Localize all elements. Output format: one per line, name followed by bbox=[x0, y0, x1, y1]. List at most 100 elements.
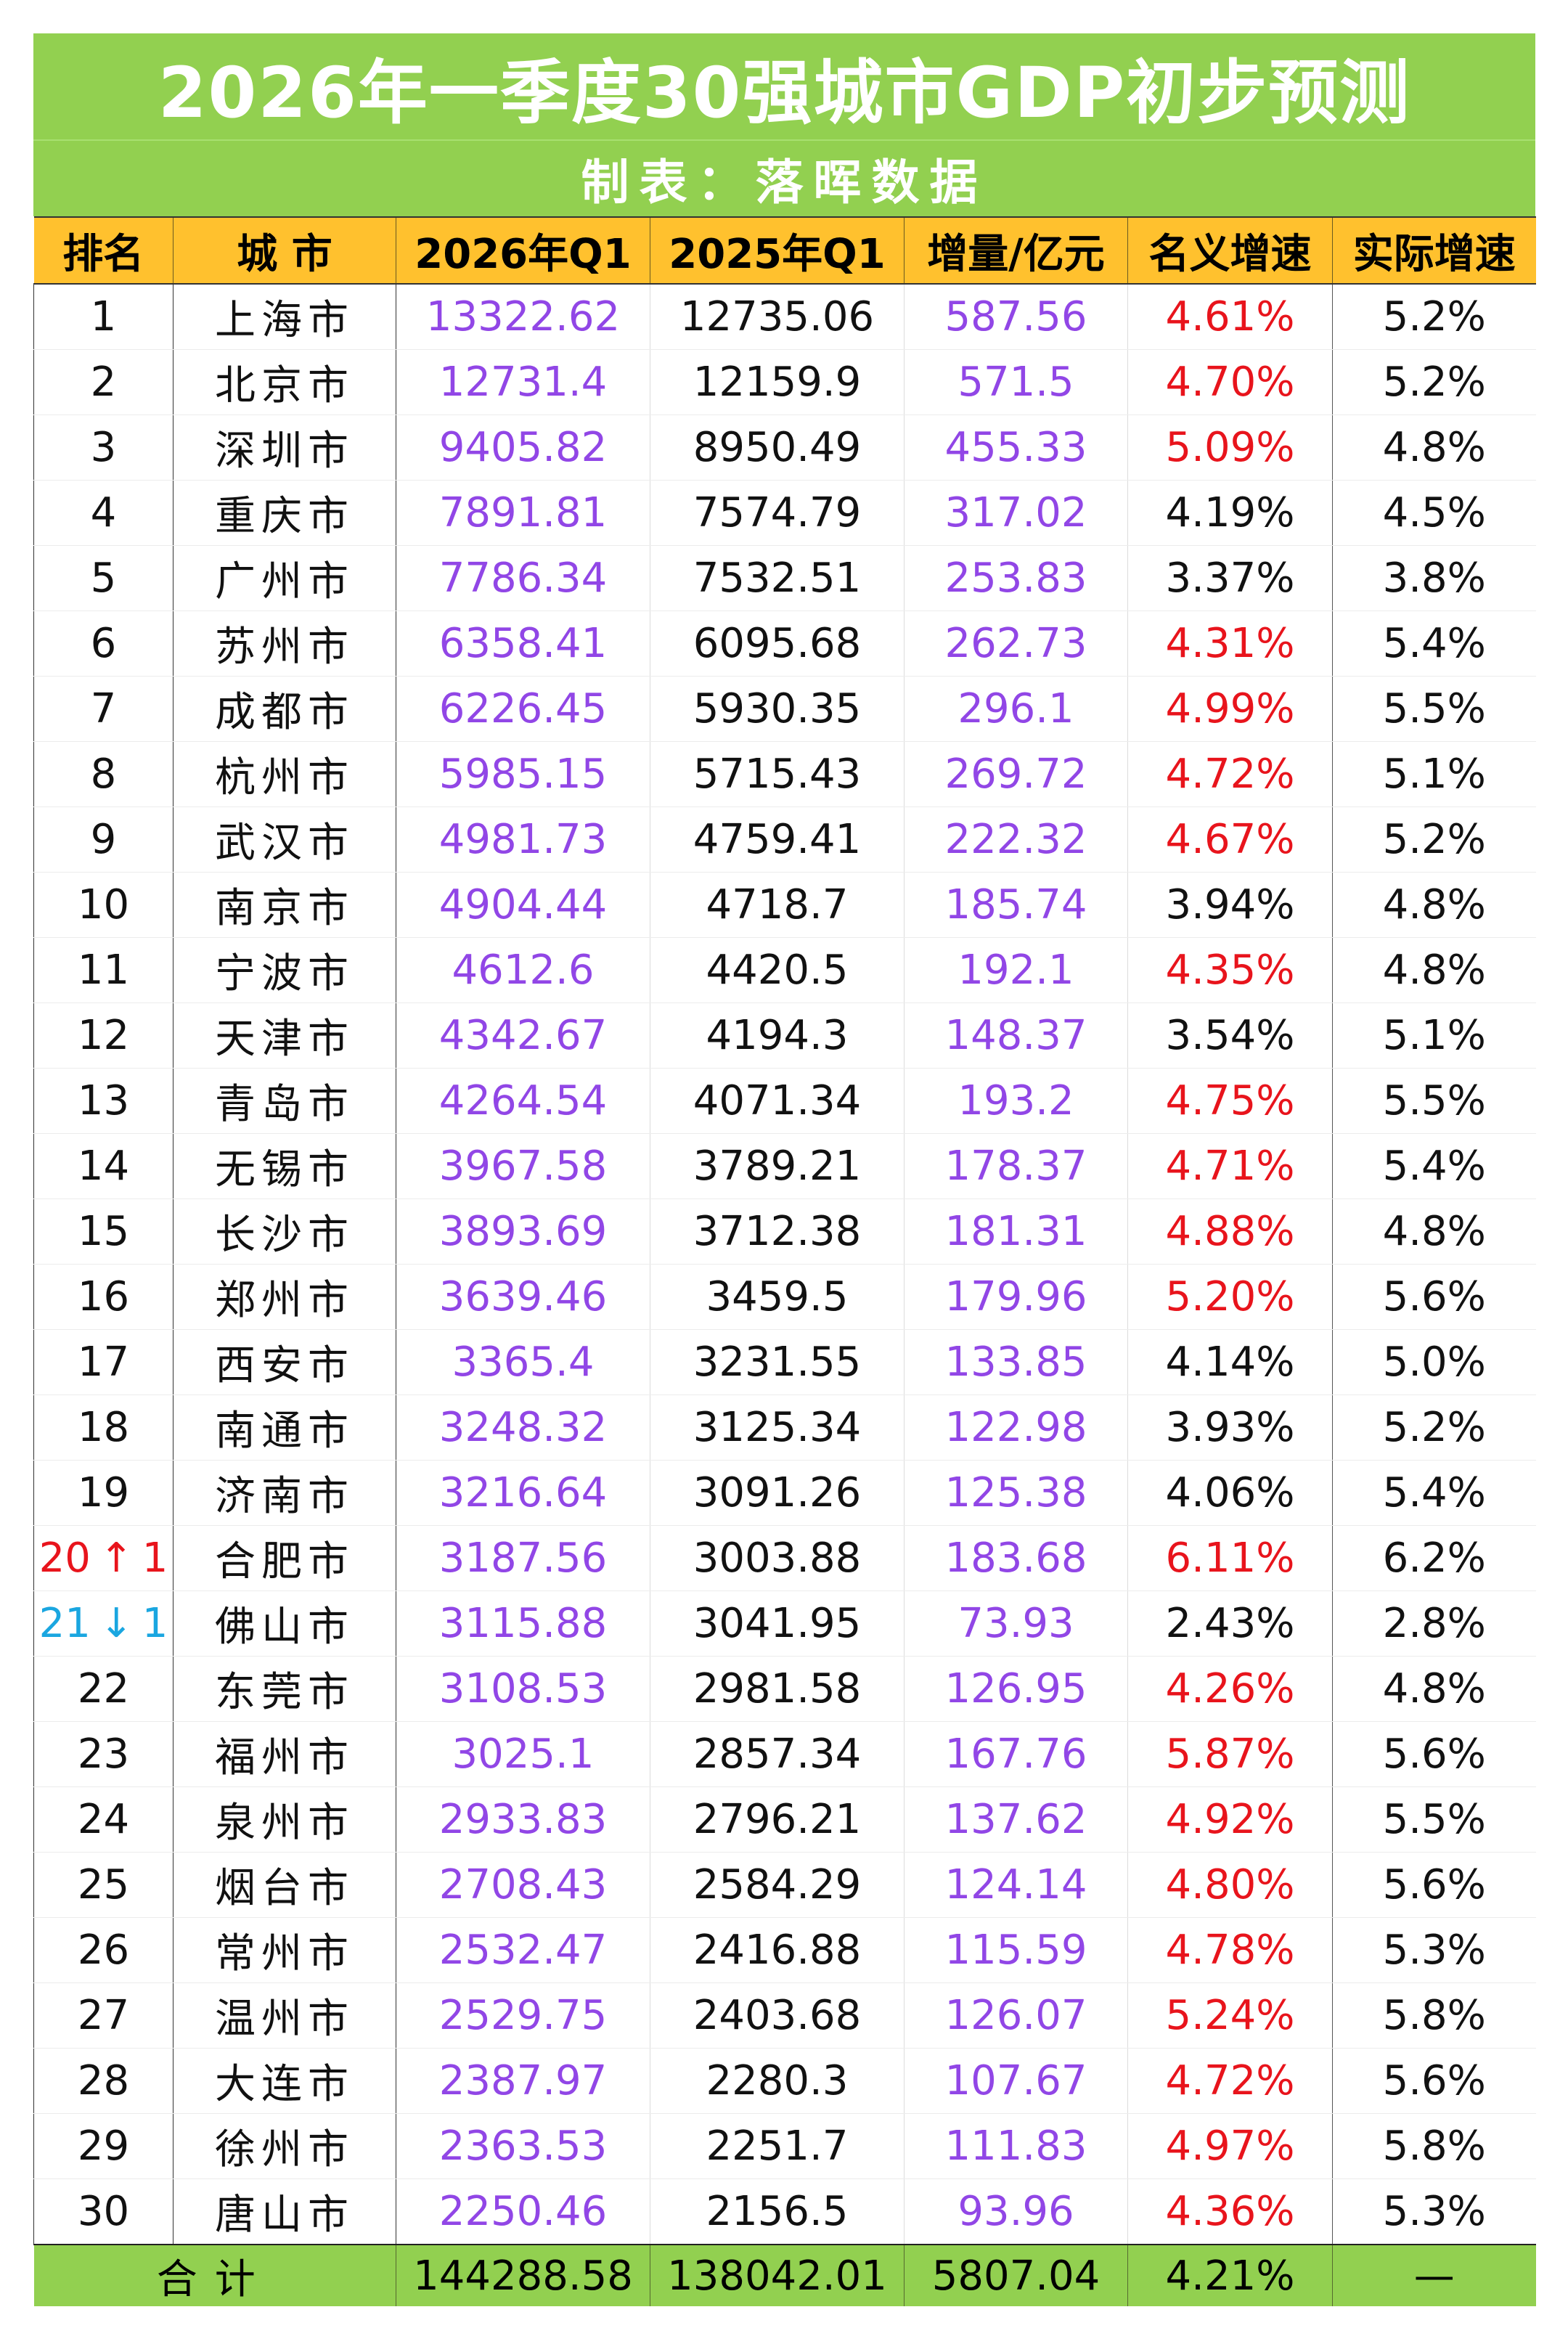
q2026-cell: 3187.56 bbox=[396, 1525, 650, 1591]
city-cell: 佛山市 bbox=[173, 1590, 396, 1657]
real-growth-cell: 5.6% bbox=[1332, 2048, 1536, 2114]
q2025-cell: 3041.95 bbox=[650, 1590, 905, 1657]
rank-value: 20 bbox=[38, 1535, 91, 1582]
q2025-cell: 4420.5 bbox=[650, 937, 905, 1003]
header-real-growth: 实际增速 bbox=[1332, 216, 1536, 285]
q2025-cell: 7574.79 bbox=[650, 480, 905, 546]
increment-cell: 296.1 bbox=[904, 676, 1128, 742]
table-row: 3 深圳市 9405.82 8950.49 455.33 5.09% 4.8% bbox=[33, 414, 1536, 481]
city-cell: 徐州市 bbox=[173, 2113, 396, 2179]
increment-cell: 317.02 bbox=[904, 480, 1128, 546]
table-header: 排名 城 市 2026年Q1 2025年Q1 增量/亿元 名义增速 实际增速 bbox=[33, 216, 1536, 285]
table-row: 28 大连市 2387.97 2280.3 107.67 4.72% 5.6% bbox=[33, 2048, 1536, 2114]
city-cell: 温州市 bbox=[173, 1982, 396, 2049]
rank-cell: 20 ↑ 1 bbox=[33, 1525, 173, 1591]
table-row: 9 武汉市 4981.73 4759.41 222.32 4.67% 5.2% bbox=[33, 806, 1536, 873]
table-row: 2 北京市 12731.4 12159.9 571.5 4.70% 5.2% bbox=[33, 349, 1536, 415]
rank-cell: 7 bbox=[33, 676, 173, 742]
real-growth-cell: 5.4% bbox=[1332, 1133, 1536, 1199]
q2026-cell: 4342.67 bbox=[396, 1002, 650, 1069]
real-growth-cell: 4.8% bbox=[1332, 872, 1536, 938]
q2025-cell: 8950.49 bbox=[650, 414, 905, 481]
nominal-growth-cell: 5.09% bbox=[1127, 414, 1333, 481]
increment-cell: 124.14 bbox=[904, 1852, 1128, 1918]
city-cell: 合肥市 bbox=[173, 1525, 396, 1591]
q2025-cell: 4194.3 bbox=[650, 1002, 905, 1069]
total-label: 合计 bbox=[33, 2244, 396, 2306]
increment-cell: 269.72 bbox=[904, 741, 1128, 807]
table-row: 25 烟台市 2708.43 2584.29 124.14 4.80% 5.6% bbox=[33, 1852, 1536, 1918]
q2025-cell: 5715.43 bbox=[650, 741, 905, 807]
total-row: 合计 144288.58 138042.01 5807.04 4.21% — bbox=[33, 2244, 1536, 2306]
q2025-cell: 2156.5 bbox=[650, 2178, 905, 2245]
nominal-growth-cell: 4.78% bbox=[1127, 1917, 1333, 1983]
q2026-cell: 3365.4 bbox=[396, 1329, 650, 1395]
city-cell: 重庆市 bbox=[173, 480, 396, 546]
nominal-growth-cell: 4.06% bbox=[1127, 1460, 1333, 1526]
total-q2026: 144288.58 bbox=[396, 2244, 650, 2306]
rank-cell: 29 bbox=[33, 2113, 173, 2179]
arrow-down-icon: ↓ bbox=[99, 1600, 134, 1647]
q2025-cell: 3712.38 bbox=[650, 1198, 905, 1265]
nominal-growth-cell: 4.70% bbox=[1127, 349, 1333, 415]
q2025-cell: 2796.21 bbox=[650, 1786, 905, 1853]
nominal-growth-cell: 4.61% bbox=[1127, 284, 1333, 350]
increment-cell: 178.37 bbox=[904, 1133, 1128, 1199]
city-cell: 济南市 bbox=[173, 1460, 396, 1526]
increment-cell: 253.83 bbox=[904, 545, 1128, 611]
rank-cell: 5 bbox=[33, 545, 173, 611]
rank-cell: 8 bbox=[33, 741, 173, 807]
increment-cell: 148.37 bbox=[904, 1002, 1128, 1069]
q2026-cell: 7891.81 bbox=[396, 480, 650, 546]
nominal-growth-cell: 4.75% bbox=[1127, 1068, 1333, 1134]
q2026-cell: 2529.75 bbox=[396, 1982, 650, 2049]
rank-cell: 4 bbox=[33, 480, 173, 546]
city-cell: 天津市 bbox=[173, 1002, 396, 1069]
nominal-growth-cell: 4.80% bbox=[1127, 1852, 1333, 1918]
table-row: 14 无锡市 3967.58 3789.21 178.37 4.71% 5.4% bbox=[33, 1133, 1536, 1199]
nominal-growth-cell: 5.87% bbox=[1127, 1721, 1333, 1787]
real-growth-cell: 6.2% bbox=[1332, 1525, 1536, 1591]
rank-cell: 24 bbox=[33, 1786, 173, 1853]
q2025-cell: 4718.7 bbox=[650, 872, 905, 938]
q2026-cell: 13322.62 bbox=[396, 284, 650, 350]
nominal-growth-cell: 4.72% bbox=[1127, 741, 1333, 807]
q2026-cell: 9405.82 bbox=[396, 414, 650, 481]
q2025-cell: 2416.88 bbox=[650, 1917, 905, 1983]
real-growth-cell: 2.8% bbox=[1332, 1590, 1536, 1657]
q2025-cell: 2584.29 bbox=[650, 1852, 905, 1918]
nominal-growth-cell: 4.26% bbox=[1127, 1656, 1333, 1722]
q2026-cell: 4264.54 bbox=[396, 1068, 650, 1134]
header-q2025: 2025年Q1 bbox=[650, 216, 905, 285]
q2026-cell: 2363.53 bbox=[396, 2113, 650, 2179]
header-q2026: 2026年Q1 bbox=[396, 216, 650, 285]
rank-delta: 1 bbox=[142, 1600, 168, 1647]
real-growth-cell: 3.8% bbox=[1332, 545, 1536, 611]
rank-cell: 1 bbox=[33, 284, 173, 350]
table-row: 22 东莞市 3108.53 2981.58 126.95 4.26% 4.8% bbox=[33, 1656, 1536, 1722]
q2026-cell: 5985.15 bbox=[396, 741, 650, 807]
rank-cell: 27 bbox=[33, 1982, 173, 2049]
increment-cell: 587.56 bbox=[904, 284, 1128, 350]
nominal-growth-cell: 3.93% bbox=[1127, 1394, 1333, 1461]
city-cell: 青岛市 bbox=[173, 1068, 396, 1134]
table-body: 1 上海市 13322.62 12735.06 587.56 4.61% 5.2% 2 北京市 1… bbox=[33, 284, 1536, 2245]
rank-cell: 21 ↓ 1 bbox=[33, 1590, 173, 1657]
real-growth-cell: 4.8% bbox=[1332, 1198, 1536, 1265]
q2026-cell: 2250.46 bbox=[396, 2178, 650, 2245]
increment-cell: 126.95 bbox=[904, 1656, 1128, 1722]
q2025-cell: 5930.35 bbox=[650, 676, 905, 742]
city-cell: 东莞市 bbox=[173, 1656, 396, 1722]
real-growth-cell: 5.4% bbox=[1332, 610, 1536, 677]
real-growth-cell: 5.5% bbox=[1332, 676, 1536, 742]
table-row: 6 苏州市 6358.41 6095.68 262.73 4.31% 5.4% bbox=[33, 610, 1536, 677]
increment-cell: 185.74 bbox=[904, 872, 1128, 938]
real-growth-cell: 5.5% bbox=[1332, 1786, 1536, 1853]
rank-cell: 14 bbox=[33, 1133, 173, 1199]
real-growth-cell: 5.2% bbox=[1332, 806, 1536, 873]
table-row: 13 青岛市 4264.54 4071.34 193.2 4.75% 5.5% bbox=[33, 1068, 1536, 1134]
header-rank: 排名 bbox=[33, 216, 173, 285]
q2026-cell: 2387.97 bbox=[396, 2048, 650, 2114]
real-growth-cell: 5.3% bbox=[1332, 1917, 1536, 1983]
q2025-cell: 2251.7 bbox=[650, 2113, 905, 2179]
